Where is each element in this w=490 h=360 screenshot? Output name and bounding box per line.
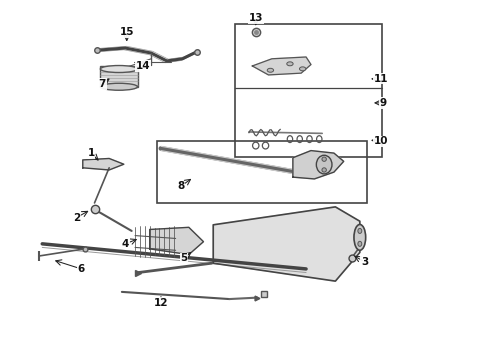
Text: 4: 4 (122, 239, 129, 249)
Ellipse shape (299, 67, 306, 71)
Polygon shape (252, 57, 311, 75)
Ellipse shape (287, 62, 293, 66)
Ellipse shape (100, 83, 138, 90)
Text: 8: 8 (177, 181, 184, 192)
Ellipse shape (267, 68, 273, 72)
Polygon shape (150, 227, 203, 255)
Text: 11: 11 (373, 74, 388, 84)
Text: 6: 6 (78, 264, 85, 274)
Text: 7: 7 (98, 79, 106, 89)
Text: 1: 1 (87, 148, 95, 158)
Text: 13: 13 (248, 13, 263, 23)
Polygon shape (213, 207, 360, 281)
Polygon shape (83, 158, 124, 170)
Ellipse shape (354, 225, 366, 250)
Text: 10: 10 (373, 136, 388, 146)
Bar (100, 66, 138, 87)
Ellipse shape (358, 228, 362, 233)
Text: 3: 3 (361, 257, 368, 267)
Polygon shape (293, 150, 343, 179)
Text: 14: 14 (136, 61, 151, 71)
Ellipse shape (100, 66, 138, 72)
Text: 9: 9 (379, 98, 386, 108)
Ellipse shape (317, 155, 332, 174)
Ellipse shape (358, 241, 362, 246)
Text: 15: 15 (120, 27, 134, 37)
Bar (157, 140, 367, 203)
Ellipse shape (322, 157, 326, 161)
Bar (235, 24, 382, 157)
Text: 2: 2 (73, 213, 80, 222)
Text: 12: 12 (154, 298, 168, 308)
Ellipse shape (322, 168, 326, 172)
Text: 5: 5 (180, 253, 188, 263)
